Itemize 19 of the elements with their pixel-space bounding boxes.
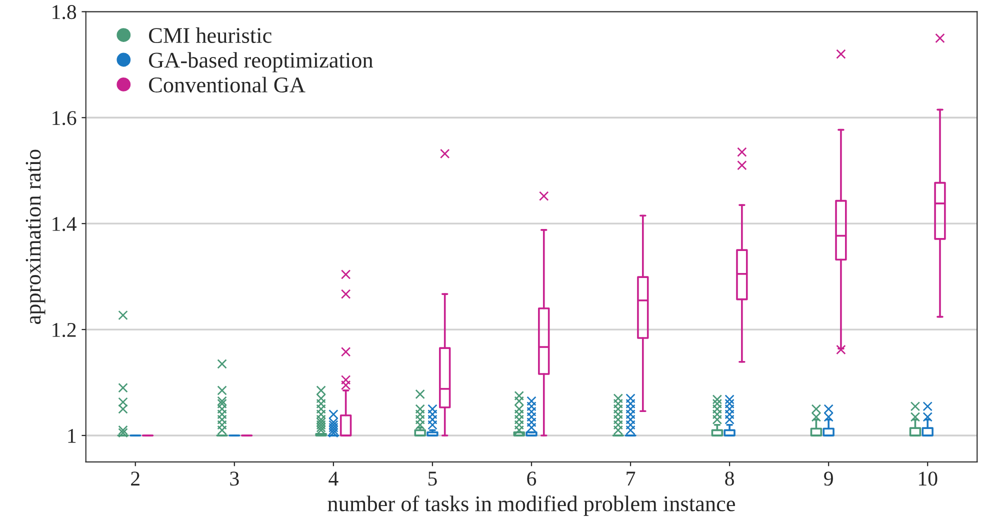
- x-tick-label: 9: [824, 472, 833, 486]
- legend-label: CMI heuristic: [149, 27, 272, 44]
- legend-label: GA-based reoptimization: [149, 52, 373, 72]
- y-tick-label: 1: [68, 428, 76, 443]
- y-tick-label: 1.4: [52, 217, 77, 232]
- y-axis-title: approximation ratio: [26, 150, 46, 324]
- y-tick-label: 1.2: [52, 322, 76, 338]
- x-axis-title: number of tasks in modified problem instance: [328, 495, 736, 516]
- x-tick-label: 8: [725, 472, 734, 486]
- x-tick-label: 6: [527, 472, 536, 486]
- x-tick-label: 4: [328, 472, 338, 486]
- y-tick-label: 1.8: [52, 5, 76, 20]
- x-tick-label: 3: [230, 472, 239, 486]
- legend-label: Conventional GA: [149, 76, 306, 92]
- y-tick-label: 1.6: [52, 111, 76, 126]
- x-tick-label: 7: [626, 472, 636, 486]
- x-tick-label: 10: [919, 472, 938, 486]
- x-tick-label: 5: [428, 472, 437, 486]
- x-tick-label: 2: [131, 472, 140, 486]
